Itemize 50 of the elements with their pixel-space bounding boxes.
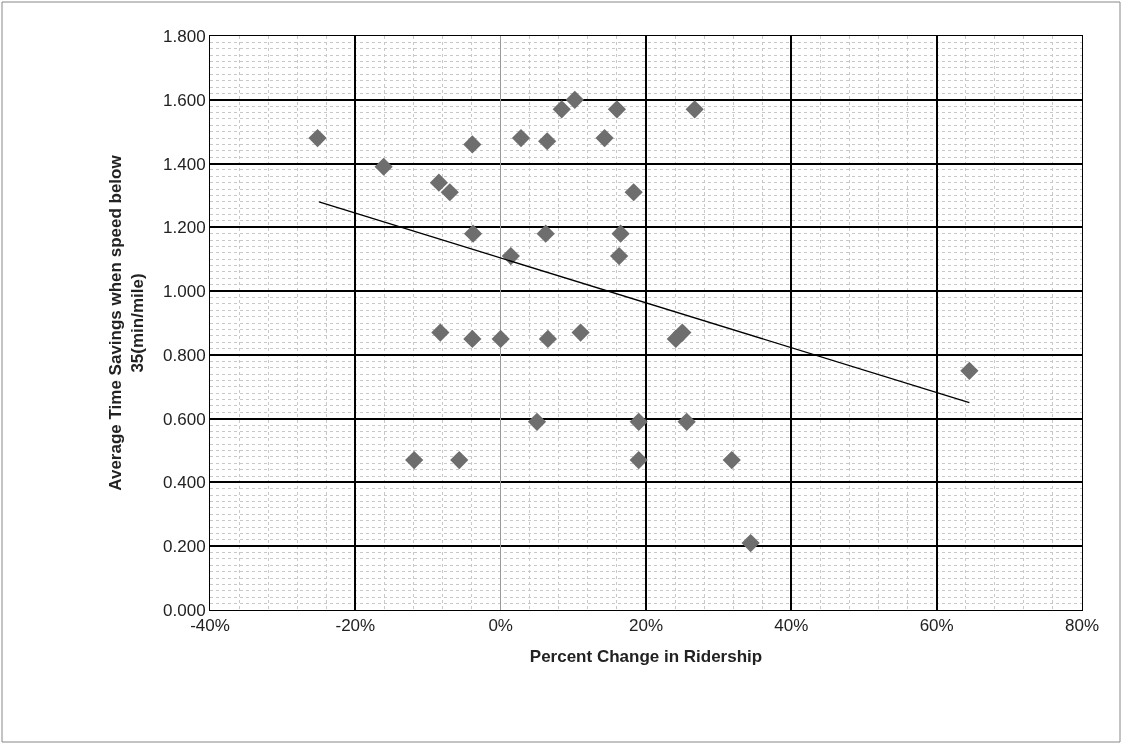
- point: [607, 100, 627, 119]
- point: [463, 329, 482, 349]
- point: [595, 128, 614, 148]
- point: [741, 533, 760, 553]
- x-axis-title: Percent Change in Ridership: [529, 646, 763, 666]
- point: [450, 451, 469, 470]
- y-tick-label: 0.800: [163, 345, 206, 365]
- point: [308, 128, 327, 148]
- y-tick-label: 1.000: [163, 282, 206, 302]
- x-tick-label: 0%: [488, 616, 513, 636]
- point: [565, 90, 584, 109]
- point: [960, 361, 979, 380]
- y-tick-label: 1.600: [163, 90, 206, 110]
- point: [374, 157, 393, 176]
- point: [624, 183, 643, 202]
- point: [571, 323, 590, 342]
- x-tick-label: -20%: [335, 616, 376, 636]
- y-tick-label: 1.800: [163, 26, 206, 46]
- x-tick-label: 60%: [919, 616, 954, 636]
- point: [440, 183, 459, 202]
- point: [536, 224, 555, 243]
- point: [611, 224, 630, 243]
- point: [463, 224, 483, 243]
- y-tick-label: 1.400: [163, 154, 206, 174]
- y-tick-label: 0.600: [163, 409, 206, 429]
- point: [538, 329, 557, 349]
- x-tick-label: 80%: [1064, 616, 1100, 636]
- point: [610, 246, 629, 266]
- y-axis-title: Average Time Savings when speed below 35(min/mile): [105, 154, 147, 491]
- y-tick-label: 1.200: [163, 218, 206, 238]
- y-tick-label: 0.400: [163, 473, 206, 493]
- point: [629, 412, 648, 431]
- point: [527, 412, 547, 431]
- point: [538, 132, 557, 151]
- x-tick-label: 40%: [774, 616, 809, 636]
- point: [629, 451, 648, 470]
- point: [463, 135, 482, 154]
- point: [429, 173, 448, 192]
- point: [431, 323, 450, 342]
- point: [673, 323, 692, 342]
- point: [491, 329, 510, 349]
- point: [685, 100, 704, 119]
- point: [677, 412, 696, 431]
- y-tick-label: 0.200: [163, 537, 206, 557]
- point: [552, 100, 571, 119]
- point: [501, 246, 520, 266]
- x-tick-label: 20%: [628, 616, 664, 636]
- point: [722, 451, 741, 470]
- point: [511, 128, 531, 148]
- point: [405, 451, 424, 470]
